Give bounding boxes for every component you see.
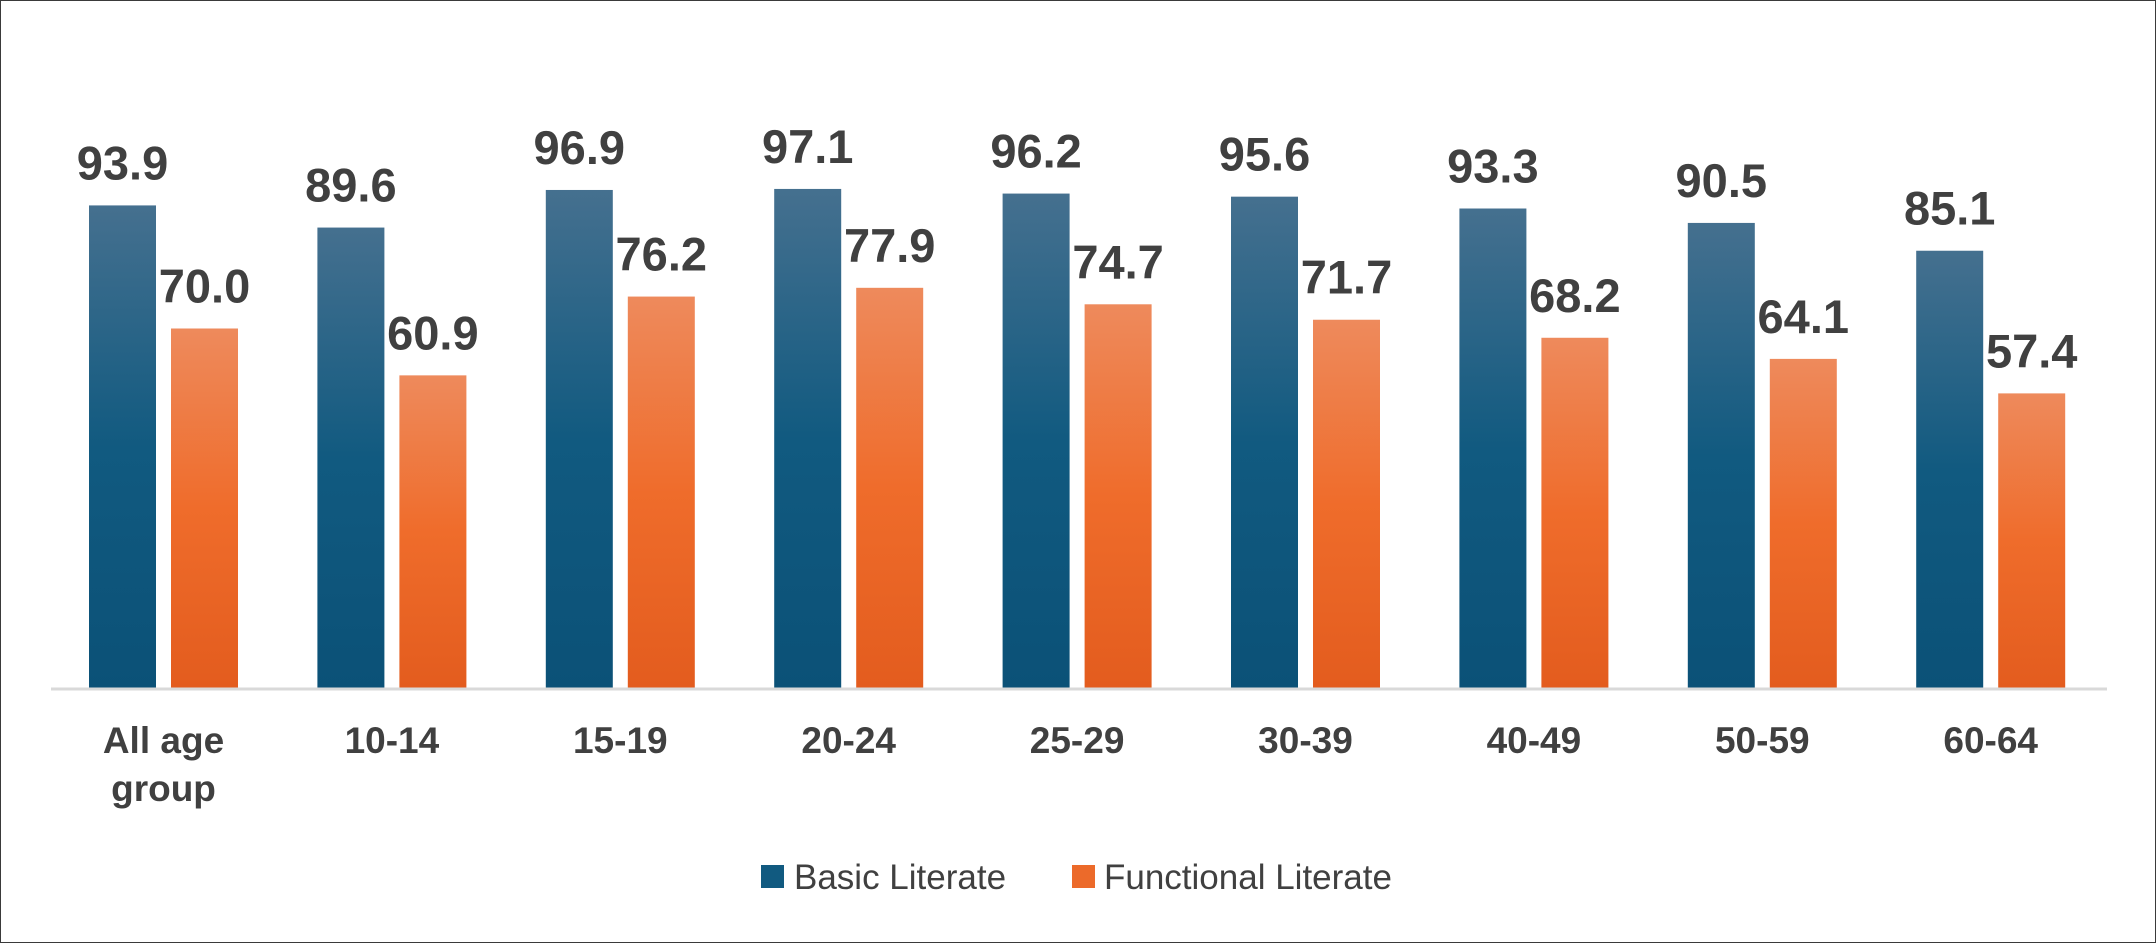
bar-basic-literate-5: [1231, 196, 1298, 689]
data-label-functional-literate-4: 74.7: [1072, 235, 1163, 288]
legend: Basic Literate Functional Literate: [761, 858, 1392, 897]
data-label-functional-literate-3: 77.9: [844, 219, 935, 272]
bar-basic-literate-8: [1916, 250, 1984, 690]
bar-functional-literate-1: [399, 375, 467, 689]
data-label-basic-literate-2: 96.9: [534, 121, 625, 174]
bar-basic-literate-0: [89, 205, 156, 690]
data-label-basic-literate-0: 93.9: [77, 136, 168, 189]
data-label-basic-literate-5: 95.6: [1219, 128, 1310, 181]
bar-basic-literate-2: [545, 189, 613, 689]
legend-swatch-basic-literate: [761, 865, 784, 888]
category-label-5: 30-39: [1258, 720, 1353, 761]
category-label-6: 40-49: [1487, 720, 1582, 761]
category-label-2: 15-19: [573, 720, 668, 761]
bars-layer: [89, 188, 2066, 690]
bar-functional-literate-8: [1998, 393, 2066, 689]
legend-label-functional-literate: Functional Literate: [1104, 858, 1392, 897]
bar-functional-literate-4: [1084, 304, 1152, 689]
data-label-basic-literate-3: 97.1: [762, 120, 853, 173]
category-label-1: 10-14: [345, 720, 440, 761]
data-label-basic-literate-7: 90.5: [1676, 154, 1767, 207]
bar-functional-literate-7: [1769, 358, 1837, 689]
data-label-functional-literate-6: 68.2: [1529, 269, 1620, 322]
data-label-functional-literate-7: 64.1: [1758, 290, 1849, 343]
legend-swatch-functional-literate: [1072, 865, 1095, 888]
data-label-basic-literate-1: 89.6: [305, 159, 396, 212]
bar-basic-literate-3: [774, 188, 842, 689]
data-label-functional-literate-2: 76.2: [616, 228, 707, 281]
bar-functional-literate-3: [856, 287, 924, 689]
bar-basic-literate-1: [317, 227, 385, 689]
data-label-functional-literate-5: 71.7: [1301, 251, 1392, 304]
data-label-functional-literate-8: 57.4: [1986, 324, 2077, 377]
category-label-0-line-1: group: [111, 768, 216, 809]
bar-basic-literate-6: [1459, 208, 1527, 689]
category-label-3: 20-24: [801, 720, 896, 761]
category-label-4: 25-29: [1030, 720, 1125, 761]
data-label-functional-literate-0: 70.0: [159, 260, 250, 313]
category-labels-layer: All age group 10-14 15-19 20-24 25-29 30-39 40-…: [103, 720, 2039, 809]
bar-functional-literate-2: [627, 296, 695, 689]
data-label-basic-literate-6: 93.3: [1447, 140, 1538, 193]
legend-label-basic-literate: Basic Literate: [794, 858, 1006, 897]
data-labels-layer: 93.9 70.0 89.6 60.9 96.9 76.2 97.1 77.9 96.2 74.7…: [77, 120, 2078, 377]
bar-functional-literate-0: [171, 328, 238, 689]
bar-basic-literate-7: [1687, 222, 1755, 690]
category-label-8: 60-64: [1943, 720, 2038, 761]
data-label-functional-literate-1: 60.9: [387, 306, 478, 359]
data-label-basic-literate-8: 85.1: [1904, 182, 1995, 235]
bar-functional-literate-5: [1313, 319, 1380, 689]
bar-basic-literate-4: [1002, 193, 1070, 689]
data-label-basic-literate-4: 96.2: [990, 125, 1081, 178]
bar-functional-literate-6: [1541, 337, 1609, 689]
category-label-7: 50-59: [1715, 720, 1810, 761]
category-label-0-line-0: All age: [103, 720, 224, 761]
